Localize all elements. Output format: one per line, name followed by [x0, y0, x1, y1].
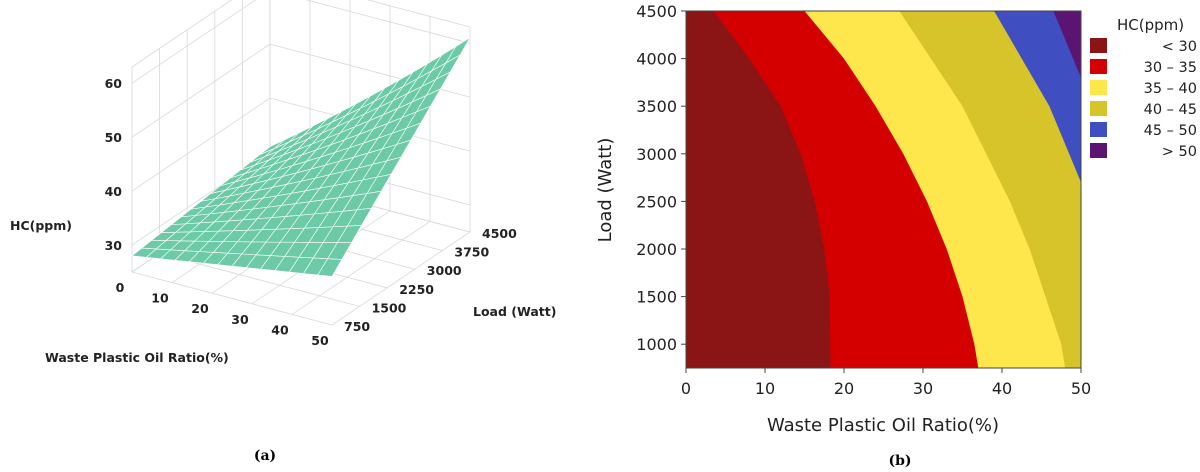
z-tick-label: 30: [105, 238, 123, 253]
contour-legend: < 30 30 – 35 35 – 40 40 – 45 45 – 50 > 50: [1090, 38, 1197, 160]
y-tick-label: 2000: [636, 240, 677, 259]
legend-title: HC(ppm): [1117, 16, 1184, 34]
legend-label: > 50: [1162, 144, 1197, 160]
side-wall-gridline: [131, 97, 271, 192]
y-tick-label: 3000: [427, 263, 462, 278]
x-tick-label: 0: [116, 280, 125, 295]
y-tick-label: 2250: [399, 282, 434, 297]
x-tick-label: 30: [231, 312, 249, 327]
contour-plot-panel: 0 10 20 30 40 50 1000 1500 2000 2500 3000 3500 4000 4…: [595, 2, 1197, 469]
contour-x-axis-label: Waste Plastic Oil Ratio(%): [767, 415, 999, 436]
legend-swatch: [1090, 38, 1107, 53]
floor-gridline: [331, 231, 471, 326]
contour-y-axis-label: Load (Watt): [595, 138, 616, 243]
side-wall-gridline: [131, 0, 233, 68]
floor-gridline: [291, 221, 431, 315]
contour-plot-frame: [685, 10, 1082, 369]
legend-label: 35 – 40: [1144, 81, 1197, 97]
y-tick-label: 3750: [454, 245, 489, 260]
x-tick-label: 30: [913, 379, 933, 398]
surface-y-axis-label: Load (Watt): [473, 304, 556, 319]
x-tick-label: 40: [271, 322, 289, 337]
legend-label: 45 – 50: [1144, 123, 1197, 139]
contour-regions: [686, 11, 1081, 368]
y-tick-label: 4000: [636, 50, 677, 69]
x-tick-label: 10: [755, 379, 775, 398]
contour-region: [686, 11, 831, 368]
contour-axis-ticks: 0 10 20 30 40 50 1000 1500 2000 2500 3000 3500 4000 4…: [636, 2, 1091, 398]
legend-swatch: [1090, 143, 1107, 158]
x-tick-label: 20: [834, 379, 854, 398]
surface-z-axis-label: HC(ppm): [10, 218, 72, 233]
legend-swatch: [1090, 80, 1107, 95]
x-tick-label: 10: [151, 291, 169, 306]
y-tick-label: 3500: [636, 97, 677, 116]
side-wall-gridline: [131, 0, 257, 84]
y-tick-label: 4500: [636, 2, 677, 21]
y-tick-label: 750: [344, 319, 370, 334]
back-wall-gridline: [366, 0, 471, 28]
surface-x-axis-label: Waste Plastic Oil Ratio(%): [45, 350, 229, 365]
surface-facet: [259, 139, 285, 155]
floor-gridline: [131, 271, 333, 326]
z-tick-label: 50: [105, 130, 123, 145]
x-tick-label: 20: [191, 301, 209, 316]
x-tick-label: 50: [1071, 379, 1091, 398]
caption-a: (a): [254, 448, 276, 464]
y-tick-label: 1000: [636, 335, 677, 354]
side-wall-gridline: [131, 43, 271, 138]
legend-label: 30 – 35: [1144, 60, 1197, 76]
back-wall-gridline: [305, 0, 471, 44]
legend-label: < 30: [1162, 39, 1197, 55]
y-tick-label: 2500: [636, 192, 677, 211]
z-tick-label: 60: [105, 76, 123, 91]
legend-label: 40 – 45: [1144, 102, 1197, 118]
caption-b: (b): [888, 453, 911, 469]
y-tick-label: 3000: [636, 145, 677, 164]
y-tick-label: 1500: [372, 300, 407, 315]
x-tick-label: 40: [992, 379, 1012, 398]
x-tick-label: 0: [681, 379, 691, 398]
z-tick-label: 40: [105, 184, 123, 199]
legend-swatch: [1090, 122, 1107, 137]
y-tick-label: 1500: [636, 288, 677, 307]
x-tick-label: 50: [311, 333, 329, 348]
y-tick-label: 4500: [482, 226, 517, 241]
response-surface: [131, 37, 471, 277]
legend-swatch: [1090, 101, 1107, 116]
legend-swatch: [1090, 59, 1107, 74]
